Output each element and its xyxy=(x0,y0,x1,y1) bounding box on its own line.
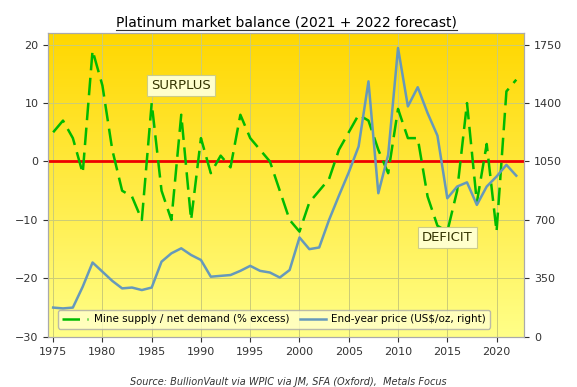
Title: Platinum market balance (2021 + 2022 forecast): Platinum market balance (2021 + 2022 for… xyxy=(116,15,456,29)
Text: DEFICIT: DEFICIT xyxy=(422,231,473,244)
Text: SURPLUS: SURPLUS xyxy=(151,79,211,92)
Legend: Mine supply / net demand (% excess), End-year price (US$/oz, right): Mine supply / net demand (% excess), End… xyxy=(58,310,490,329)
Text: Source: BullionVault via WPIC via JM, SFA (Oxford),  Metals Focus: Source: BullionVault via WPIC via JM, SF… xyxy=(130,377,447,387)
